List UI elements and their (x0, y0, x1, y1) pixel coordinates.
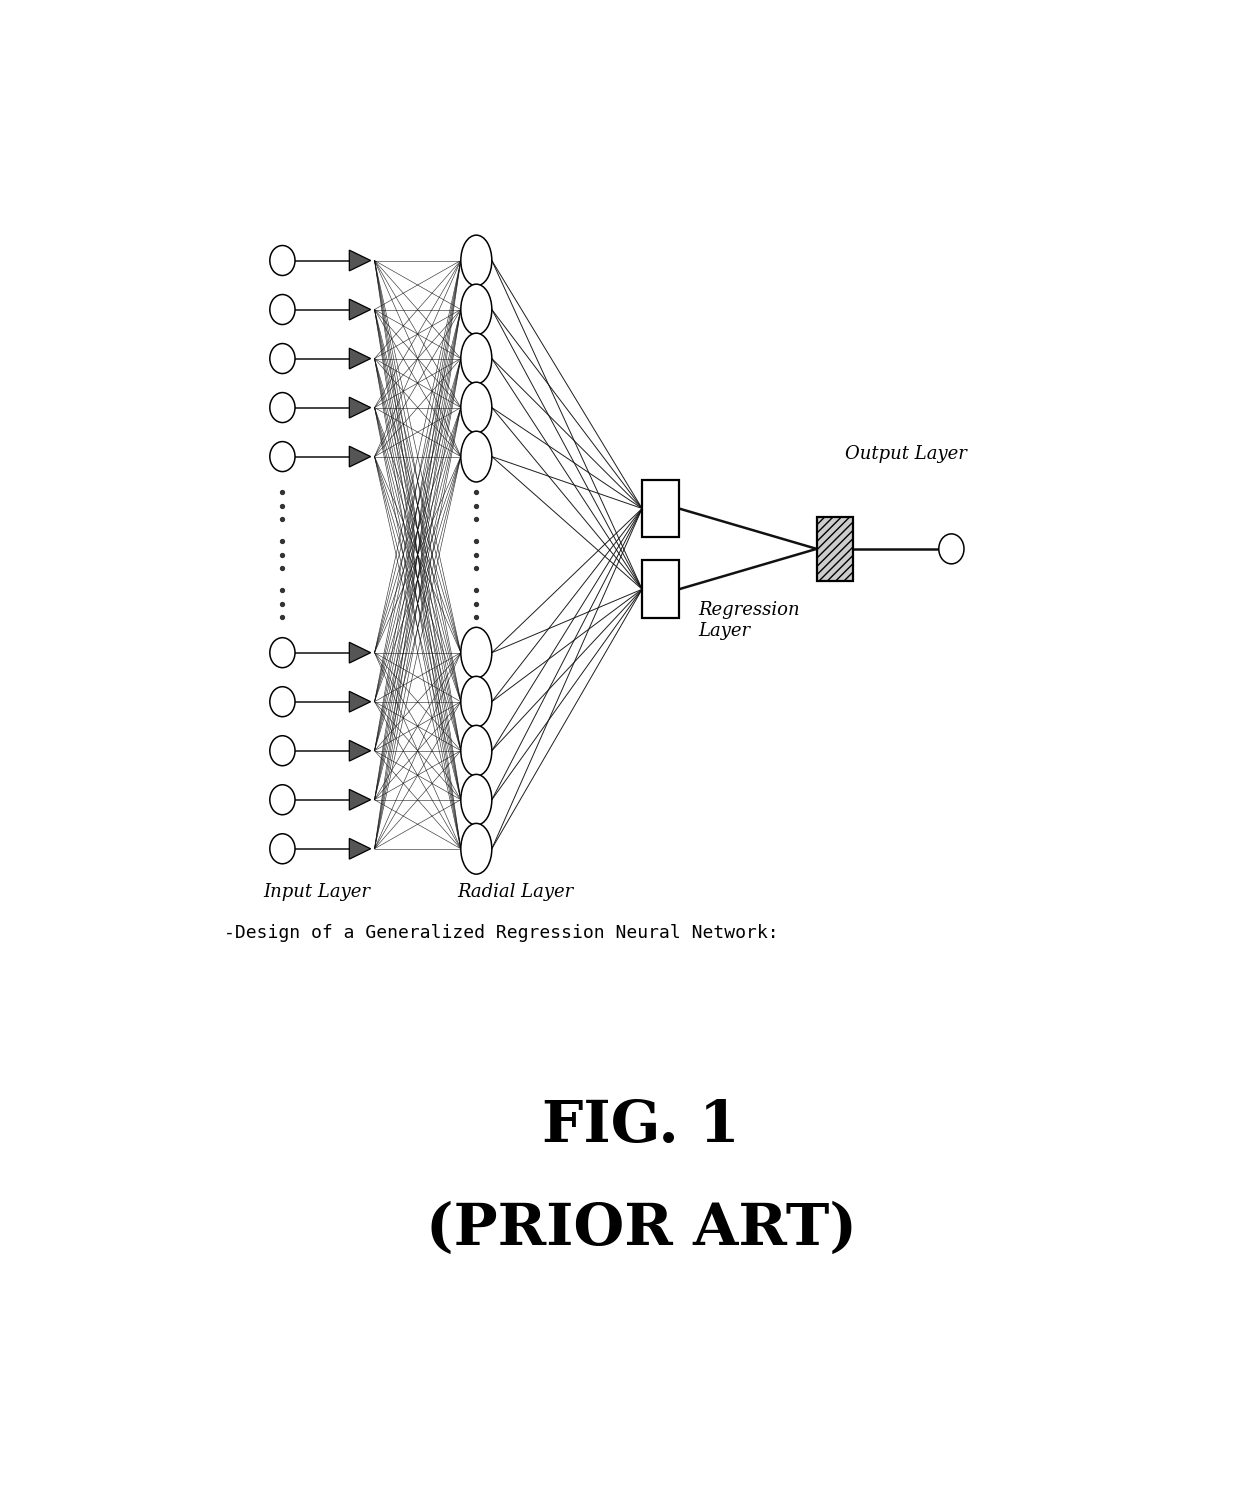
Ellipse shape (460, 235, 492, 286)
Polygon shape (349, 348, 370, 369)
Circle shape (270, 785, 295, 815)
Ellipse shape (460, 285, 492, 336)
Ellipse shape (460, 431, 492, 482)
Polygon shape (349, 446, 370, 467)
Text: FIG. 1: FIG. 1 (542, 1098, 741, 1153)
Circle shape (270, 343, 295, 373)
Circle shape (270, 686, 295, 716)
Polygon shape (349, 250, 370, 271)
Circle shape (270, 295, 295, 325)
Ellipse shape (460, 774, 492, 825)
Ellipse shape (460, 382, 492, 433)
Bar (642, 560, 679, 619)
Ellipse shape (460, 628, 492, 679)
Circle shape (270, 442, 295, 472)
Text: Input Layer: Input Layer (263, 884, 370, 902)
Polygon shape (349, 691, 370, 712)
Circle shape (270, 246, 295, 276)
Circle shape (270, 638, 295, 668)
Bar (642, 479, 679, 538)
Text: Regression
Layer: Regression Layer (698, 601, 799, 640)
Polygon shape (349, 740, 370, 761)
Polygon shape (349, 839, 370, 860)
Text: (PRIOR ART): (PRIOR ART) (425, 1201, 857, 1257)
Text: Radial Layer: Radial Layer (457, 884, 573, 902)
Polygon shape (349, 643, 370, 664)
Polygon shape (349, 397, 370, 418)
Ellipse shape (460, 824, 492, 875)
Text: Output Layer: Output Layer (844, 445, 967, 463)
Bar (817, 517, 853, 581)
Ellipse shape (460, 725, 492, 776)
Ellipse shape (460, 333, 492, 383)
Circle shape (270, 392, 295, 422)
Polygon shape (349, 789, 370, 810)
Circle shape (270, 834, 295, 864)
Ellipse shape (460, 676, 492, 727)
Circle shape (938, 533, 965, 563)
Circle shape (270, 736, 295, 765)
Polygon shape (349, 300, 370, 321)
Text: -Design of a Generalized Regression Neural Network:: -Design of a Generalized Regression Neur… (224, 924, 779, 942)
